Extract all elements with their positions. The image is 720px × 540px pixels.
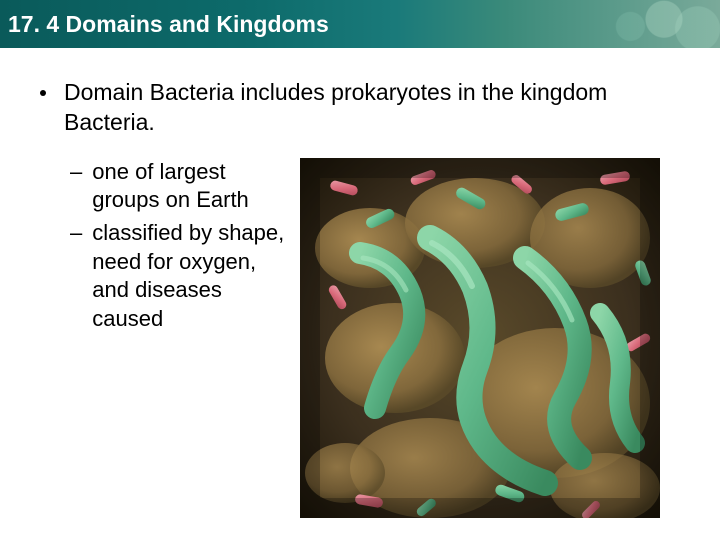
slide-content: Domain Bacteria includes prokaryotes in …: [0, 48, 720, 518]
dash-icon: –: [70, 219, 82, 248]
bullet-icon: [40, 90, 46, 96]
main-bullet-text: Domain Bacteria includes prokaryotes in …: [64, 78, 680, 138]
list-item: – one of largest groups on Earth: [70, 158, 290, 215]
list-item: – classified by shape, need for oxygen, …: [70, 219, 290, 333]
sub-bullet-text: one of largest groups on Earth: [92, 158, 290, 215]
bacteria-image: [300, 158, 660, 518]
dash-icon: –: [70, 158, 82, 187]
slide-header: 17. 4 Domains and Kingdoms: [0, 0, 720, 48]
sub-bullet-list: – one of largest groups on Earth – class…: [40, 158, 290, 338]
main-bullet-row: Domain Bacteria includes prokaryotes in …: [40, 78, 680, 138]
sub-content-row: – one of largest groups on Earth – class…: [40, 158, 680, 518]
slide-title: 17. 4 Domains and Kingdoms: [8, 11, 329, 38]
bacteria-svg: [300, 158, 660, 518]
sub-bullet-text: classified by shape, need for oxygen, an…: [92, 219, 290, 333]
